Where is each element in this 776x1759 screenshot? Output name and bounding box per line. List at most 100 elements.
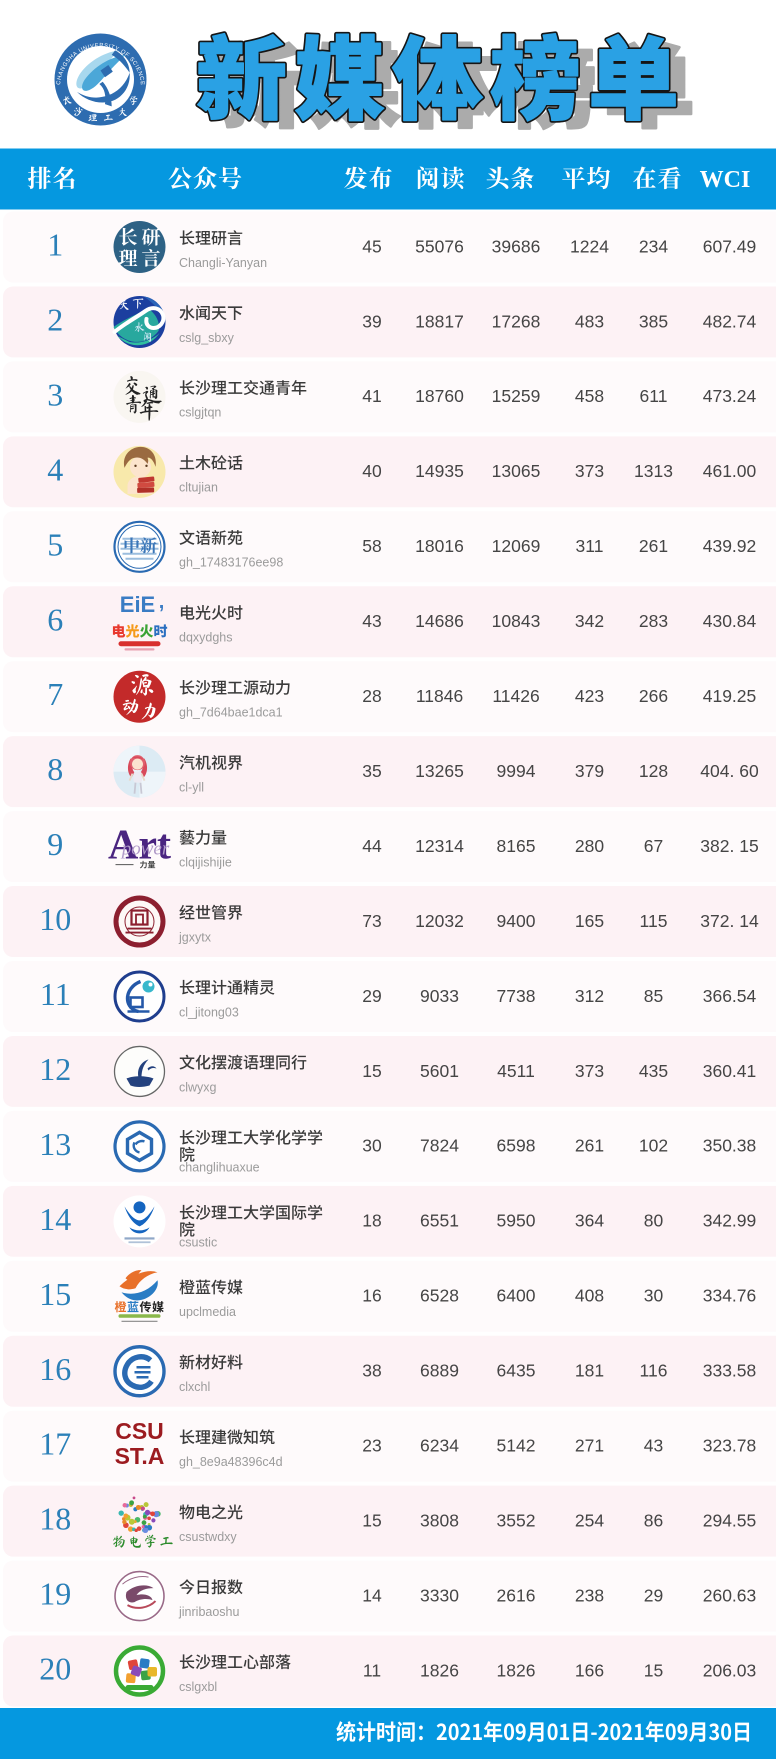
svg-text:260.63: 260.63 — [703, 1585, 757, 1605]
svg-text:cslgjtqn: cslgjtqn — [179, 406, 221, 420]
svg-text:15: 15 — [362, 1510, 381, 1530]
svg-text:283: 283 — [639, 611, 668, 631]
svg-text:15259: 15259 — [492, 386, 541, 406]
svg-text:12069: 12069 — [492, 536, 541, 556]
svg-text:39: 39 — [362, 311, 381, 331]
svg-text:35: 35 — [362, 761, 381, 781]
svg-text:261: 261 — [639, 536, 668, 556]
svg-text:1313: 1313 — [634, 461, 673, 481]
svg-text:jinribaoshu: jinribaoshu — [178, 1605, 240, 1619]
svg-text:261: 261 — [575, 1136, 604, 1156]
svg-text:29: 29 — [644, 1585, 663, 1605]
svg-text:3330: 3330 — [420, 1585, 459, 1605]
svg-text:408: 408 — [575, 1286, 604, 1306]
svg-text:csustic: csustic — [179, 1235, 217, 1249]
svg-text:271: 271 — [575, 1436, 604, 1456]
svg-text:23: 23 — [362, 1436, 381, 1456]
svg-text:20: 20 — [39, 1651, 71, 1687]
svg-text:294.55: 294.55 — [703, 1510, 757, 1530]
svg-text:5142: 5142 — [497, 1436, 536, 1456]
svg-text:58: 58 — [362, 536, 381, 556]
svg-text:80: 80 — [644, 1211, 664, 1231]
svg-text:423: 423 — [575, 686, 604, 706]
svg-text:gh_17483176ee98: gh_17483176ee98 — [179, 556, 283, 570]
svg-text:6234: 6234 — [420, 1436, 459, 1456]
svg-text:334.76: 334.76 — [703, 1286, 757, 1306]
svg-text:458: 458 — [575, 386, 604, 406]
svg-text:cslg_sbxy: cslg_sbxy — [179, 331, 235, 345]
svg-text:14: 14 — [39, 1201, 71, 1237]
svg-text:6400: 6400 — [497, 1286, 536, 1306]
svg-text:3808: 3808 — [420, 1510, 459, 1530]
svg-text:cl_jitong03: cl_jitong03 — [179, 1005, 239, 1019]
svg-text:3552: 3552 — [497, 1510, 536, 1530]
svg-text:482.74: 482.74 — [703, 311, 757, 331]
svg-text:29: 29 — [362, 986, 381, 1006]
svg-text:181: 181 — [575, 1361, 604, 1381]
svg-text:15: 15 — [39, 1276, 71, 1312]
svg-text:41: 41 — [362, 386, 381, 406]
svg-text:clqijishijie: clqijishijie — [179, 855, 232, 869]
svg-text:upclmedia: upclmedia — [179, 1305, 236, 1319]
svg-text:43: 43 — [362, 611, 381, 631]
svg-text:cslgxbl: cslgxbl — [179, 1680, 217, 1694]
svg-text:18016: 18016 — [415, 536, 464, 556]
svg-text:55076: 55076 — [415, 236, 464, 256]
svg-text:30: 30 — [362, 1136, 382, 1156]
svg-text:17268: 17268 — [492, 311, 541, 331]
svg-text:607.49: 607.49 — [703, 236, 757, 256]
svg-text:38: 38 — [362, 1361, 381, 1381]
svg-text:39686: 39686 — [492, 236, 541, 256]
svg-text:430.84: 430.84 — [703, 611, 757, 631]
svg-text:166: 166 — [575, 1660, 604, 1680]
svg-text:12: 12 — [39, 1051, 71, 1087]
svg-text:7824: 7824 — [420, 1136, 459, 1156]
svg-text:11846: 11846 — [416, 686, 463, 706]
svg-text:1224: 1224 — [570, 236, 609, 256]
svg-text:ST.A: ST.A — [115, 1443, 165, 1469]
svg-text:350.38: 350.38 — [703, 1136, 757, 1156]
svg-text:5601: 5601 — [420, 1061, 459, 1081]
svg-text:1: 1 — [47, 227, 63, 263]
svg-text:power: power — [120, 839, 170, 860]
svg-text:266: 266 — [639, 686, 668, 706]
svg-text:WCI: WCI — [700, 167, 751, 193]
svg-text:gh_7d64bae1dca1: gh_7d64bae1dca1 — [179, 706, 283, 720]
svg-text:419.25: 419.25 — [703, 686, 757, 706]
svg-text:jgxytx: jgxytx — [178, 930, 212, 944]
svg-text:85: 85 — [644, 986, 663, 1006]
svg-text:234: 234 — [639, 236, 668, 256]
svg-text:12032: 12032 — [415, 911, 464, 931]
svg-text:7: 7 — [47, 676, 63, 712]
svg-text:6528: 6528 — [420, 1286, 459, 1306]
svg-text:102: 102 — [639, 1136, 668, 1156]
svg-text:9: 9 — [47, 826, 63, 862]
svg-text:483: 483 — [575, 311, 604, 331]
svg-text:311: 311 — [576, 536, 604, 556]
svg-text:404. 60: 404. 60 — [700, 761, 759, 781]
svg-text:10: 10 — [39, 901, 71, 937]
svg-text:12314: 12314 — [415, 836, 464, 856]
svg-text:cl-yll: cl-yll — [179, 780, 204, 794]
svg-text:128: 128 — [639, 761, 668, 781]
svg-text:Art: Art — [108, 823, 171, 869]
svg-text:3: 3 — [47, 376, 63, 412]
svg-text:238: 238 — [575, 1585, 604, 1605]
svg-text:364: 364 — [575, 1211, 604, 1231]
svg-text:4511: 4511 — [497, 1061, 535, 1081]
svg-text:14: 14 — [362, 1585, 382, 1605]
svg-text:,: , — [159, 591, 165, 613]
svg-text:15: 15 — [362, 1061, 381, 1081]
svg-text:461.00: 461.00 — [703, 461, 757, 481]
svg-text:18817: 18817 — [415, 311, 464, 331]
svg-text:1826: 1826 — [497, 1660, 536, 1680]
svg-text:206.03: 206.03 — [703, 1660, 757, 1680]
svg-text:6551: 6551 — [420, 1211, 459, 1231]
svg-text:19: 19 — [39, 1576, 71, 1612]
svg-text:13265: 13265 — [415, 761, 464, 781]
svg-text:8: 8 — [47, 751, 63, 787]
svg-text:254: 254 — [575, 1510, 604, 1530]
svg-text:44: 44 — [362, 836, 382, 856]
svg-text:clwyxg: clwyxg — [179, 1080, 217, 1094]
svg-text:67: 67 — [644, 836, 663, 856]
